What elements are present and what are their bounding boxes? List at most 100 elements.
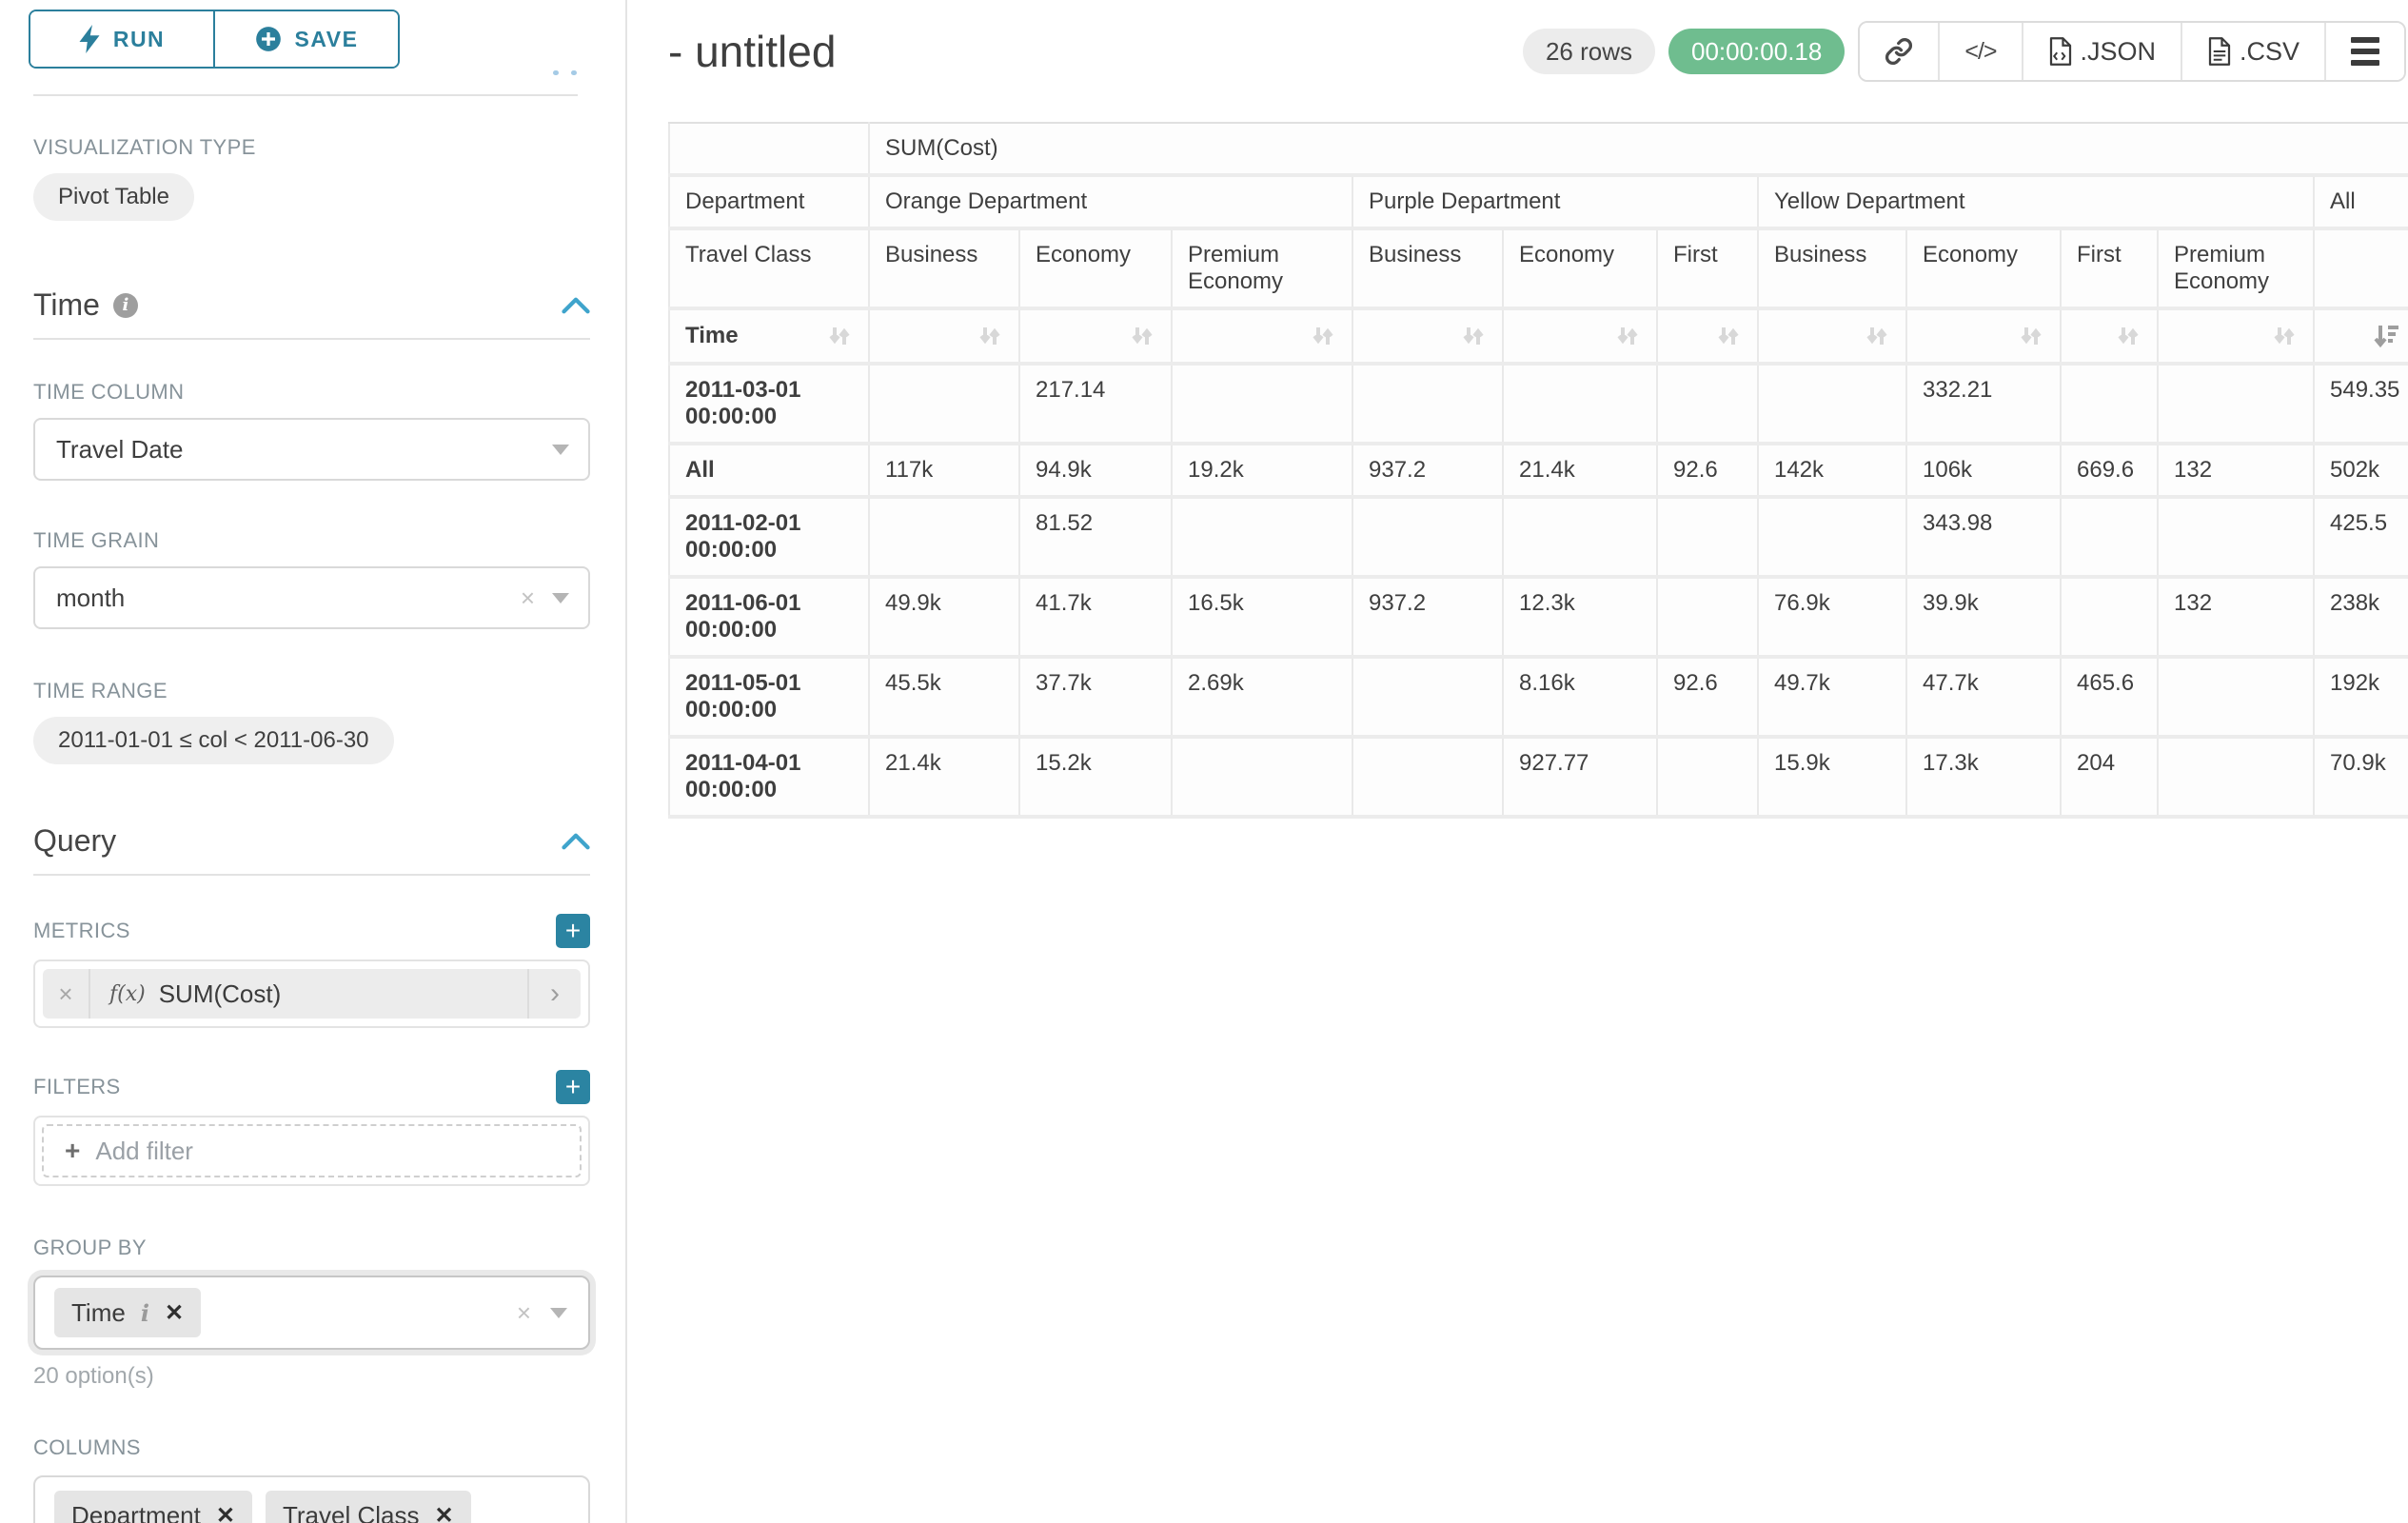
sort-column[interactable]	[1171, 307, 1353, 366]
value-cell: 549.35	[2312, 362, 2408, 445]
columns-select[interactable]: Department✕Travel Class✕ ×	[33, 1475, 590, 1523]
value-cell: 132	[2157, 442, 2315, 499]
menu-icon	[2351, 37, 2380, 66]
clear-icon[interactable]: ×	[516, 1298, 531, 1327]
save-button[interactable]: SAVE	[213, 11, 398, 67]
selected-option-tag[interactable]: Travel Class ✕	[265, 1491, 471, 1523]
value-cell: 8.16k	[1502, 655, 1658, 739]
time-grain-select[interactable]: month ×	[33, 566, 590, 629]
export-csv-button[interactable]: .CSV	[2181, 23, 2325, 80]
sort-arrows-icon	[2274, 327, 2295, 345]
add-metric-button[interactable]: +	[556, 914, 590, 948]
value-cell: 70.9k	[2312, 735, 2408, 819]
value-cell	[1502, 362, 1658, 445]
pivot-data-row: All 117k 94.9k 19.2k 937.2 21.4k 92.6 142k 106k 6…	[668, 442, 2408, 499]
group-by-select[interactable]: Time i ✕ ×	[33, 1276, 590, 1350]
value-cell	[1656, 575, 1759, 659]
sort-column[interactable]	[1352, 307, 1504, 366]
chevron-right-icon[interactable]: ›	[527, 969, 581, 1019]
value-cell: 217.14	[1018, 362, 1173, 445]
remove-metric-icon[interactable]: ×	[43, 969, 90, 1019]
pivot-table-container: SUM(Cost) Department Orange Department Purp…	[668, 122, 2408, 819]
sort-column[interactable]	[1905, 307, 2062, 366]
pivot-table: SUM(Cost) Department Orange Department Purp…	[668, 122, 2408, 819]
selected-option-tag[interactable]: Time i ✕	[54, 1288, 202, 1337]
viz-type-pill[interactable]: Pivot Table	[33, 173, 194, 221]
chevron-down-icon[interactable]	[552, 592, 569, 603]
run-button[interactable]: RUN	[30, 11, 213, 67]
export-json-button[interactable]: .JSON	[2021, 23, 2181, 80]
row-label: All	[668, 442, 870, 499]
value-cell	[1656, 495, 1759, 579]
value-cell: 2.69k	[1171, 655, 1353, 739]
chevron-up-icon[interactable]	[562, 832, 590, 851]
divider	[33, 338, 590, 340]
filters-container: + Add filter	[33, 1116, 590, 1186]
sort-column[interactable]	[1757, 307, 1907, 366]
value-cell	[1352, 735, 1504, 819]
copy-link-button[interactable]	[1860, 23, 1939, 80]
fx-icon: f(x)	[109, 981, 146, 1006]
travel-class-header: Business	[868, 227, 1020, 310]
embed-code-button[interactable]: </>	[1938, 23, 2022, 80]
row-label: 2011-02-01 00:00:00	[668, 495, 870, 579]
export-json-label: .JSON	[2080, 36, 2157, 66]
tag-label: Time	[71, 1297, 126, 1327]
remove-tag-icon[interactable]: ✕	[434, 1502, 454, 1523]
tag-label: Travel Class	[282, 1500, 420, 1523]
run-button-label: RUN	[112, 26, 166, 51]
chevron-up-icon[interactable]	[562, 296, 590, 315]
value-cell: 37.7k	[1018, 655, 1173, 739]
column-info-icon[interactable]: i	[140, 1298, 149, 1327]
travel-class-header: Economy	[1502, 227, 1658, 310]
sort-column[interactable]	[2060, 307, 2159, 366]
columns-label: COLUMNS	[33, 1435, 141, 1459]
sort-arrows-icon	[1132, 327, 1153, 345]
sort-column[interactable]	[1656, 307, 1759, 366]
row-label: 2011-06-01 00:00:00	[668, 575, 870, 659]
value-cell	[868, 362, 1020, 445]
add-filter-plus-button[interactable]: +	[556, 1070, 590, 1104]
control-panel-sidebar: Chart Type RUN SAVE VISUALIZATION TYPE	[0, 0, 627, 1523]
time-section-title: Time i	[33, 287, 138, 323]
metric-item[interactable]: × f(x) SUM(Cost) ›	[43, 969, 581, 1019]
remove-tag-icon[interactable]: ✕	[215, 1502, 235, 1523]
clipped-icon-dot	[553, 70, 559, 75]
clear-icon[interactable]: ×	[520, 583, 535, 612]
travel-class-header: Economy	[1018, 227, 1173, 310]
value-cell: 343.98	[1905, 495, 2062, 579]
sort-column[interactable]	[868, 307, 1020, 366]
value-cell: 45.5k	[868, 655, 1020, 739]
row-label: 2011-03-01 00:00:00	[668, 362, 870, 445]
value-cell: 21.4k	[868, 735, 1020, 819]
value-cell	[2060, 495, 2159, 579]
plus-icon: +	[65, 1136, 81, 1165]
sort-column[interactable]	[2157, 307, 2315, 366]
sort-column[interactable]	[1502, 307, 1658, 366]
info-icon[interactable]: i	[112, 292, 138, 318]
chart-header: - untitled 26 rows 00:00:00.18 </>	[668, 21, 2408, 82]
value-cell	[1352, 495, 1504, 579]
sort-arrows-icon	[979, 327, 1000, 345]
value-cell: 132	[2157, 575, 2315, 659]
selected-option-tag[interactable]: Department ✕	[54, 1491, 252, 1523]
pivot-data-row: 2011-06-01 00:00:00 49.9k 41.7k 16.5k 937.2 1…	[668, 575, 2408, 659]
time-column-select[interactable]: Travel Date	[33, 418, 590, 481]
page-title[interactable]: - untitled	[668, 27, 837, 76]
menu-button[interactable]	[2324, 23, 2405, 80]
value-cell: 17.3k	[1905, 735, 2062, 819]
value-cell: 16.5k	[1171, 575, 1353, 659]
sort-arrows-icon	[2118, 327, 2139, 345]
travel-class-header: Business	[1757, 227, 1907, 310]
chevron-down-icon[interactable]	[550, 1307, 567, 1318]
value-cell: 669.6	[2060, 442, 2159, 499]
add-filter-button[interactable]: + Add filter	[42, 1124, 582, 1177]
remove-tag-icon[interactable]: ✕	[164, 1299, 185, 1326]
chevron-down-icon[interactable]	[552, 444, 569, 455]
time-sort-header[interactable]: Time	[668, 307, 870, 366]
metrics-container: × f(x) SUM(Cost) ›	[33, 959, 590, 1028]
sort-column-active[interactable]	[2312, 307, 2408, 366]
time-range-pill[interactable]: 2011-01-01 ≤ col < 2011-06-30	[33, 717, 394, 764]
sort-column[interactable]	[1018, 307, 1173, 366]
value-cell: 238k	[2312, 575, 2408, 659]
